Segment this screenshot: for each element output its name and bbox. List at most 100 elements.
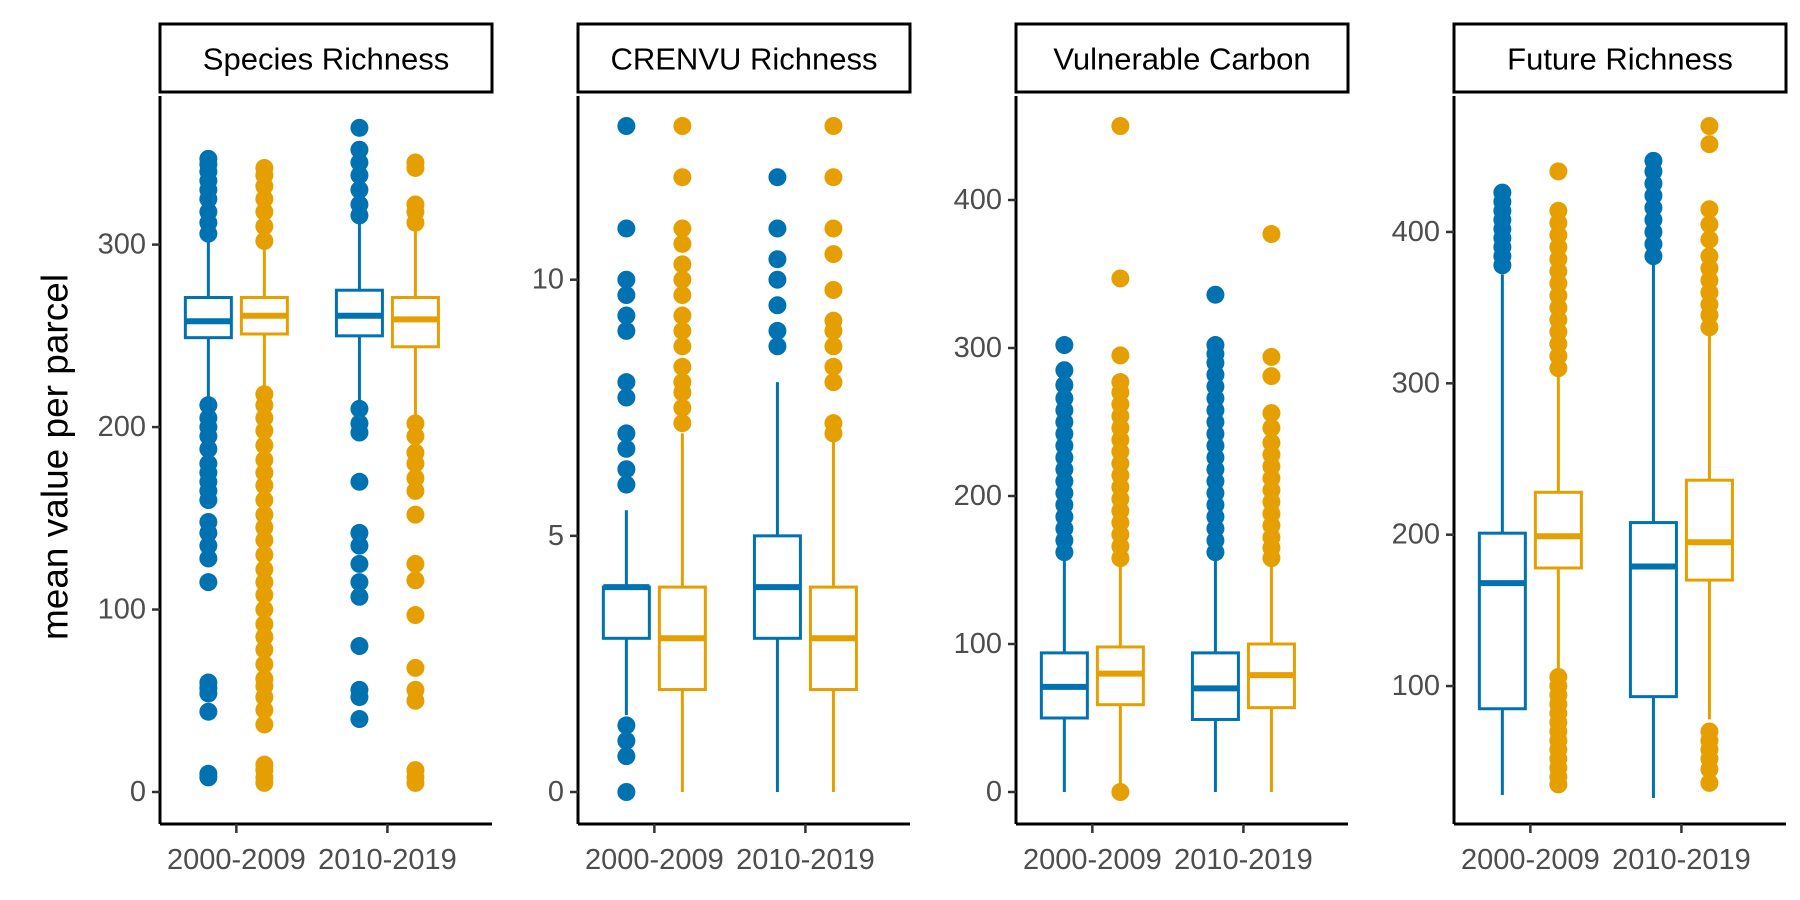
outlier-point [673,255,692,274]
outlier-point [350,680,369,699]
outlier-point [255,385,274,404]
outlier-point [406,469,425,488]
box-2010-2019-orange [808,117,858,792]
outlier-point [255,669,274,688]
box-2000-2009-blue [183,149,233,787]
outlier-point [406,505,425,524]
outlier-point [255,585,274,604]
box-2010-2019-orange [1684,117,1734,792]
outlier-point [673,234,692,253]
outlier-point [1111,269,1130,288]
x-tick-label: 2010-2019 [1612,844,1751,876]
outlier-point [255,505,274,524]
outlier-point [617,270,636,289]
outlier-point [768,270,787,289]
outlier-point [255,560,274,579]
outlier-point [255,640,274,659]
outlier-point [1262,404,1281,423]
outlier-point [350,536,369,555]
outlier-point [1111,783,1130,801]
outlier-point [255,476,274,495]
outlier-point [406,153,425,172]
outlier-point [255,655,274,674]
panel-species-richness: Species Richness 0 100 200 300 2000-2009 2010-… [98,22,494,876]
outlier-point [824,117,843,135]
outlier-point [350,166,369,185]
y-tick-label: 200 [1392,519,1440,551]
outlier-point [350,153,369,172]
outlier-point [673,286,692,305]
outlier-point [1055,389,1074,408]
box-2000-2009-orange [1095,117,1145,801]
y-tick-label: 10 [532,264,564,296]
outlier-point [617,475,636,494]
outlier-point [824,245,843,264]
box-2010-2019-blue [1190,285,1240,792]
outlier-point [1700,215,1719,234]
outlier-point [199,536,218,555]
outlier-point [1700,200,1719,219]
iqr-box [1628,521,1678,699]
outlier-point [406,427,425,446]
outlier-point [673,337,692,356]
outlier-point [1262,433,1281,452]
outlier-point [350,523,369,542]
x-tick-label: 2000-2009 [167,844,306,876]
facet-strip [158,22,494,94]
iqr-box [183,296,233,340]
outlier-point [199,702,218,721]
outlier-point [255,450,274,469]
outlier-point [824,357,843,376]
outlier-point [1262,347,1281,366]
outlier-point [199,764,218,783]
outlier-point [768,337,787,356]
outlier-point [255,545,274,564]
box-2010-2019-blue [752,168,802,792]
outlier-point [255,700,274,719]
outlier-point [617,388,636,407]
y-tick-label: 400 [1392,216,1440,248]
outlier-point [824,337,843,356]
box-2000-2009-blue [601,117,651,801]
outlier-point [673,321,692,340]
outlier-point [673,306,692,325]
outlier-point [1262,225,1281,244]
outlier-point [673,117,692,135]
outlier-point [617,716,636,735]
outlier-point [255,189,274,208]
outlier-point [406,414,425,433]
outlier-point [1549,201,1568,220]
outlier-point [199,396,218,415]
y-tick-label: 400 [954,184,1002,216]
outlier-point [1055,361,1074,380]
y-tick-label: 5 [548,520,564,552]
facet-title: Species Richness [203,42,449,77]
x-tick-label: 2010-2019 [1174,844,1313,876]
outlier-point [617,321,636,340]
outlier-point [350,195,369,214]
outlier-point [199,549,218,568]
outlier-point [350,573,369,592]
outlier-point [255,408,274,427]
box-2010-2019-blue [334,118,384,729]
outlier-point [617,373,636,392]
outlier-point [617,731,636,750]
y-tick-label: 0 [548,776,564,808]
box-2000-2009-blue [1039,336,1089,792]
box-2010-2019-blue [1628,151,1678,799]
outlier-point [255,755,274,774]
outlier-point [255,615,274,634]
outlier-point [1206,336,1225,355]
outlier-point [617,783,636,801]
outlier-point [617,306,636,325]
outlier-point [350,399,369,418]
y-tick-label: 100 [1392,670,1440,702]
outlier-point [768,321,787,340]
outlier-point [824,219,843,238]
outlier-point [199,573,218,592]
outlier-point [350,140,369,159]
y-tick-label: 0 [986,776,1002,808]
outlier-point [1549,667,1568,686]
